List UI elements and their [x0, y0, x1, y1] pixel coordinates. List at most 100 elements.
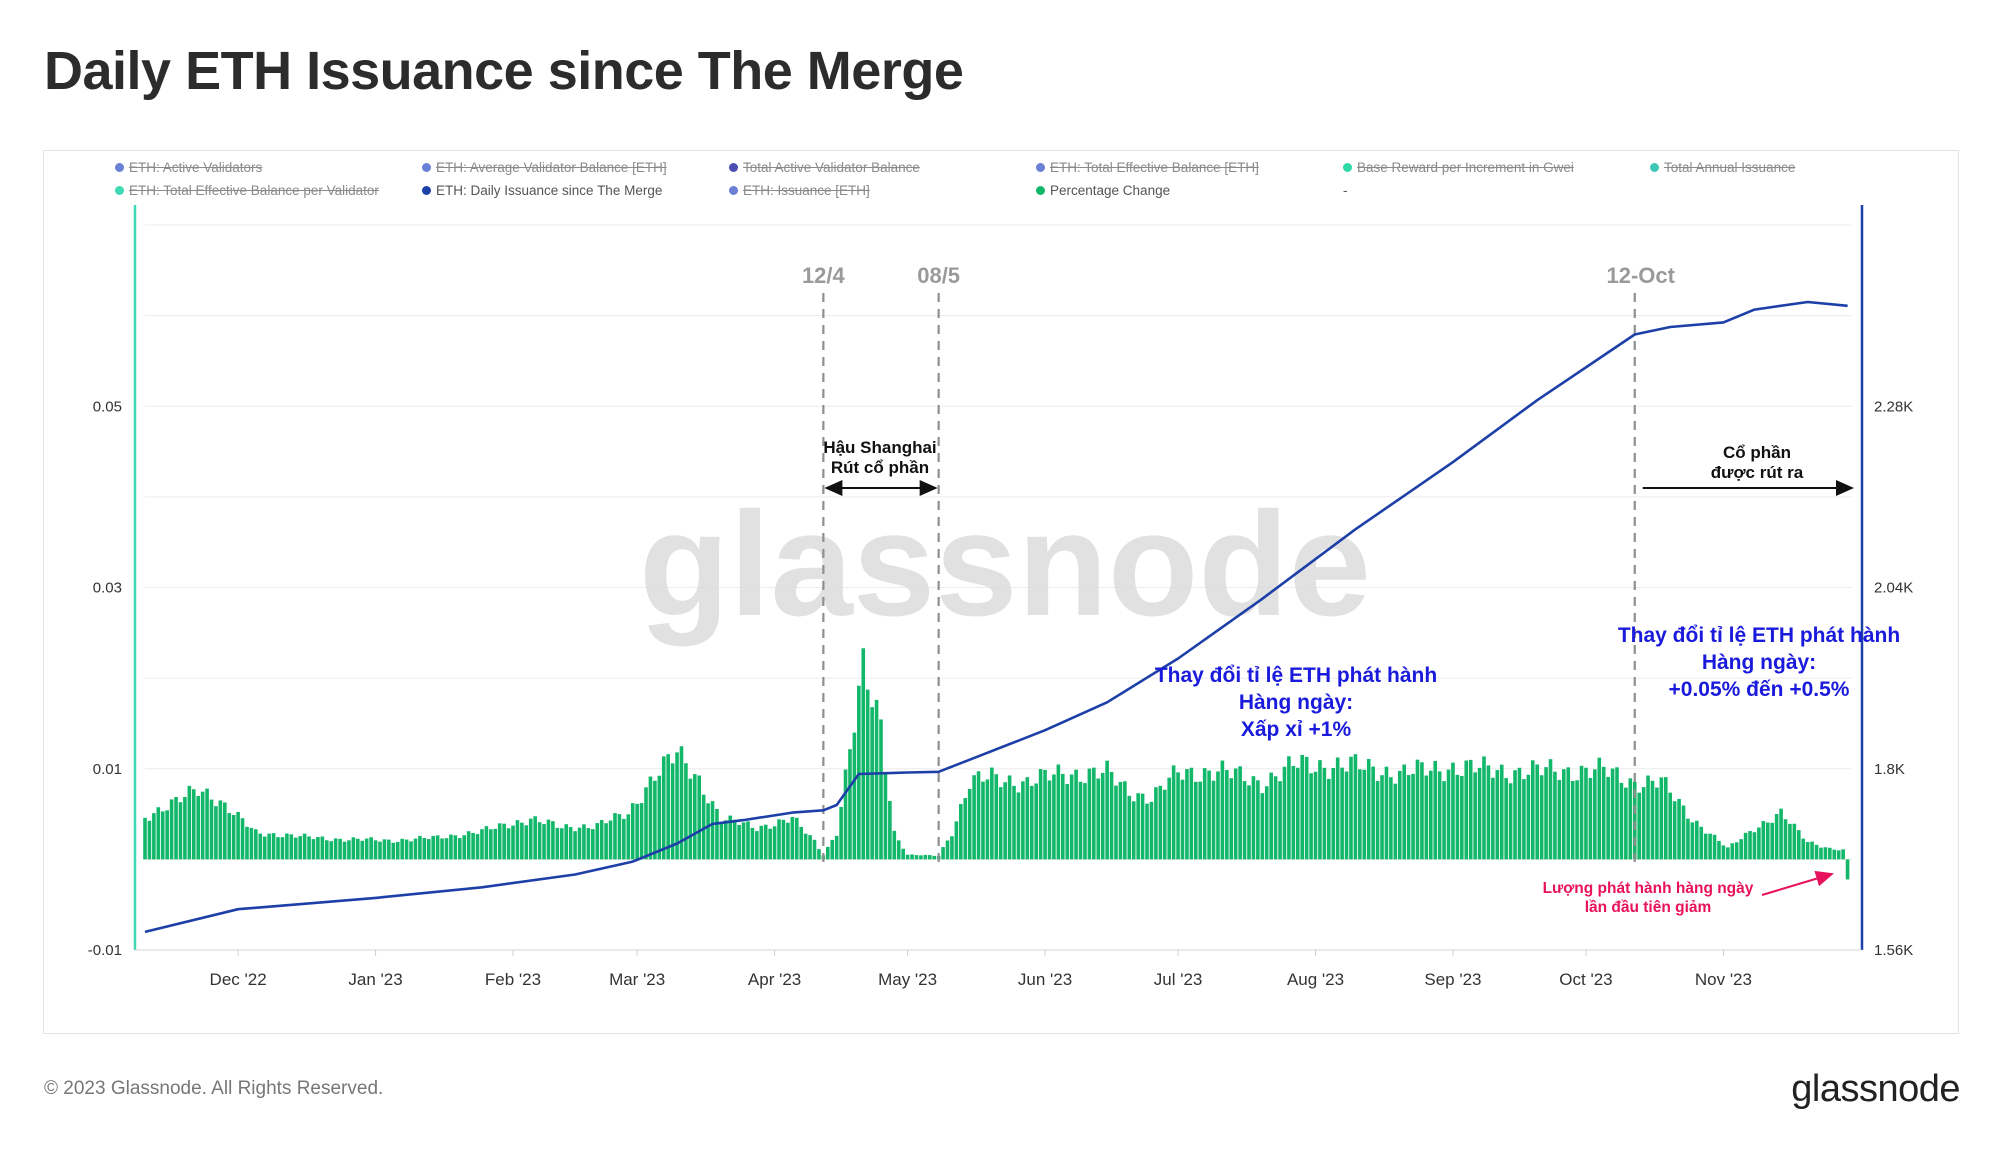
- bar: [1415, 759, 1420, 860]
- bar: [919, 855, 923, 860]
- bar: [1256, 780, 1260, 860]
- bar: [1508, 783, 1513, 860]
- bar: [675, 752, 679, 860]
- bar: [289, 834, 294, 860]
- bar: [657, 775, 662, 860]
- bar: [701, 794, 706, 860]
- bar: [1313, 771, 1318, 860]
- bar: [998, 787, 1003, 860]
- bar: [1087, 768, 1092, 860]
- bar: [715, 808, 719, 860]
- bar: [333, 838, 338, 860]
- bar: [888, 800, 892, 860]
- bar: [1659, 777, 1664, 860]
- bar: [777, 819, 781, 860]
- bar: [1198, 781, 1203, 860]
- bar: [1083, 783, 1087, 860]
- bar: [205, 788, 209, 860]
- y-right-tick-label: 2.04K: [1874, 580, 1913, 597]
- bar: [1615, 767, 1619, 860]
- bar: [1100, 772, 1105, 860]
- legend-item[interactable]: ETH: Active Validators: [115, 160, 262, 175]
- legend-item[interactable]: ETH: Total Effective Balance [ETH]: [1036, 160, 1259, 175]
- bar: [1663, 777, 1668, 860]
- bar: [892, 830, 897, 860]
- bar: [511, 825, 515, 860]
- bar: [728, 815, 733, 860]
- bar: [1402, 764, 1406, 860]
- annotation-text: được rút ra: [1711, 463, 1804, 482]
- bar: [692, 774, 697, 860]
- bar: [1606, 776, 1610, 860]
- bar: [1131, 801, 1136, 860]
- bar: [759, 825, 764, 860]
- bar: [1522, 779, 1526, 860]
- legend-item[interactable]: ETH: Issuance [ETH]: [729, 183, 870, 198]
- annotation-text: +0.05% đến +0.5%: [1669, 678, 1850, 701]
- bar: [360, 840, 365, 860]
- bar: [839, 806, 843, 860]
- bar: [1202, 768, 1207, 860]
- bar: [1703, 833, 1708, 860]
- bar: [1109, 771, 1114, 860]
- bar: [515, 820, 520, 860]
- bar: [1428, 770, 1433, 860]
- bar: [160, 811, 165, 860]
- legend-item[interactable]: ETH: Average Validator Balance [ETH]: [422, 160, 667, 175]
- bar: [985, 779, 990, 860]
- bar: [1264, 786, 1269, 860]
- legend-label: Total Active Validator Balance: [743, 160, 920, 175]
- bar: [1517, 767, 1522, 860]
- bar: [1322, 767, 1327, 860]
- bar: [1499, 764, 1504, 860]
- bar: [1096, 778, 1101, 860]
- x-tick-label: Feb '23: [485, 970, 541, 989]
- bar: [808, 835, 812, 860]
- bar: [1021, 781, 1025, 860]
- legend-item[interactable]: -: [1343, 183, 1348, 198]
- x-tick-label: Apr '23: [748, 970, 801, 989]
- bar: [608, 820, 613, 860]
- bar: [1712, 834, 1717, 860]
- bar: [440, 838, 444, 860]
- bar: [395, 841, 400, 860]
- bar: [1446, 769, 1451, 860]
- legend-label: -: [1343, 183, 1348, 198]
- bar: [1136, 793, 1140, 860]
- legend-item[interactable]: ETH: Daily Issuance since The Merge: [422, 183, 662, 198]
- bar: [183, 796, 187, 860]
- legend-dot-icon: [115, 163, 124, 172]
- line-series: [144, 300, 1848, 934]
- page-title: Daily ETH Issuance since The Merge: [44, 41, 964, 101]
- bar: [1686, 818, 1690, 860]
- bar: [945, 840, 950, 860]
- bar: [475, 834, 480, 860]
- legend-dot-icon: [729, 163, 738, 172]
- legend-item[interactable]: Total Annual Issuance: [1650, 160, 1795, 175]
- bar: [1770, 822, 1774, 860]
- legend-item[interactable]: Percentage Change: [1036, 183, 1170, 198]
- bar: [1211, 780, 1216, 860]
- bar: [1371, 766, 1375, 860]
- y-left-tick-label: 0.03: [93, 580, 122, 597]
- legend-item[interactable]: Base Reward per Increment in Gwei: [1343, 160, 1574, 175]
- bar: [1530, 760, 1535, 860]
- bar: [528, 818, 533, 860]
- legend-item[interactable]: ETH: Total Effective Balance per Validat…: [115, 183, 379, 198]
- x-tick-label: Aug '23: [1287, 970, 1344, 989]
- bar: [950, 836, 954, 860]
- bar: [706, 803, 710, 860]
- x-tick-label: Sep '23: [1424, 970, 1481, 989]
- bar: [276, 837, 280, 860]
- bar: [502, 823, 506, 860]
- event-marker-label: 08/5: [917, 263, 960, 288]
- bar: [1060, 773, 1065, 860]
- bar: [1526, 774, 1531, 860]
- event-marker-label: 12/4: [802, 263, 846, 288]
- bar: [400, 838, 404, 860]
- bar: [781, 819, 786, 860]
- bar: [1029, 785, 1034, 860]
- bar: [262, 836, 267, 860]
- legend-item[interactable]: Total Active Validator Balance: [729, 160, 920, 175]
- bar: [812, 839, 817, 860]
